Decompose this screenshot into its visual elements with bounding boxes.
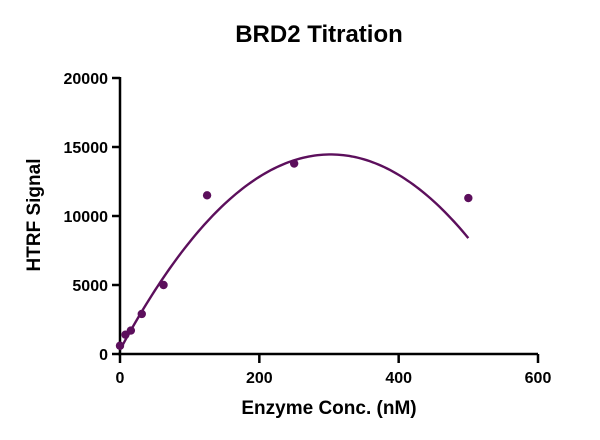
data-point-3 [137, 309, 146, 319]
x-tick-label: 200 [246, 370, 273, 387]
x-tick-label: 0 [116, 370, 125, 387]
x-axis: 0 200 400 600 [116, 352, 552, 387]
y-tick-label: 15000 [64, 140, 109, 157]
data-point-6 [289, 159, 299, 168]
x-tick-label: 400 [385, 370, 412, 387]
data-point-2 [126, 326, 136, 335]
chart-title: BRD2 Titration [235, 21, 403, 48]
x-ticks: 0 200 400 600 [116, 354, 552, 387]
y-axis: 0 5000 10000 15000 20000 [64, 71, 122, 364]
data-point-0 [115, 341, 125, 350]
y-ticks: 0 5000 10000 15000 20000 [64, 71, 120, 364]
y-tick-label: 20000 [64, 71, 109, 88]
x-axis-label: Enzyme Conc. (nM) [241, 398, 416, 419]
y-tick-label: 5000 [72, 278, 108, 295]
y-tick-label: 0 [99, 347, 108, 364]
data-point-7 [464, 193, 473, 203]
data-point-5 [202, 191, 212, 200]
fit-curve [118, 153, 470, 351]
plot-area [115, 153, 473, 351]
data-point-4 [159, 280, 168, 290]
y-tick-label: 10000 [64, 209, 109, 226]
y-axis-label: HTRF Signal [24, 159, 45, 272]
x-tick-label: 600 [525, 370, 552, 387]
data-points [115, 159, 473, 350]
